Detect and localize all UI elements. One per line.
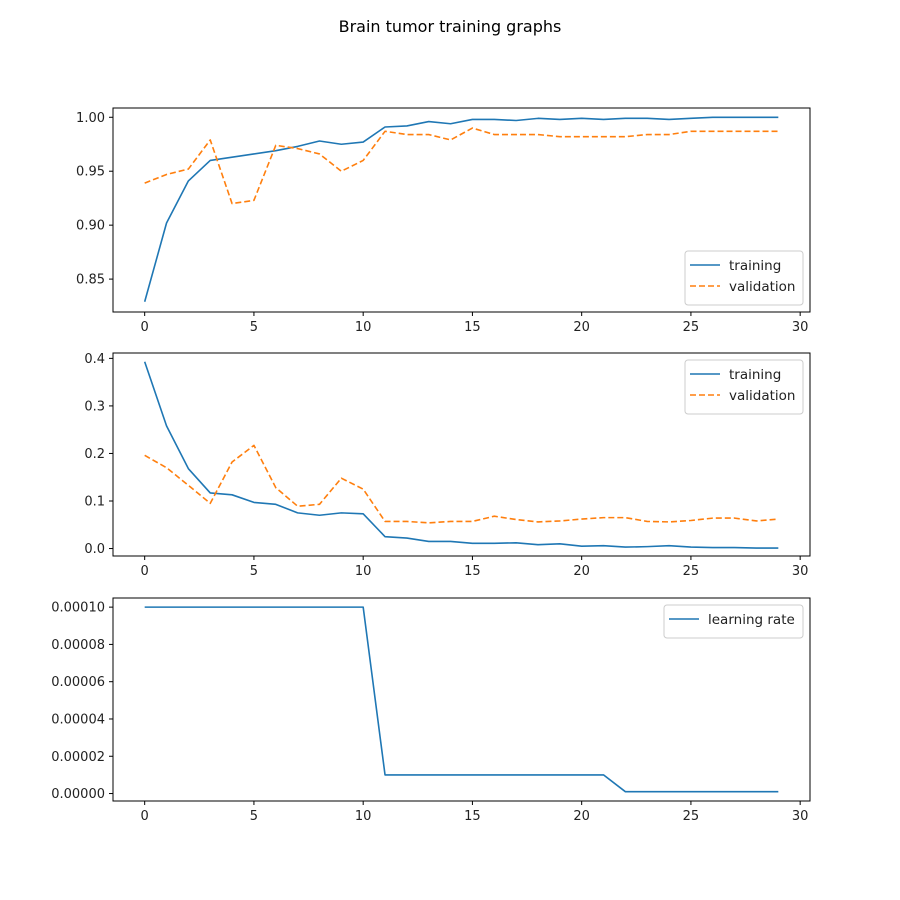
subplot-learning-rate: 0 5 10 15 20 25 30 0.00000 0.00002 0.00004 0.00006… — [51, 597, 811, 824]
y-tick-label: 0.90 — [76, 219, 105, 234]
x-tick-label: 30 — [792, 809, 809, 824]
y-tick-label: 0.3 — [84, 399, 105, 414]
x-tick-label: 25 — [683, 809, 700, 824]
y-tick-label: 0.00004 — [51, 712, 105, 727]
series-line-validation — [144, 444, 779, 524]
x-tick-label: 0 — [141, 809, 149, 824]
x-tick-label: 20 — [573, 320, 590, 335]
y-tick-label: 0.00006 — [51, 675, 105, 690]
y-tick-label: 0.00010 — [51, 601, 105, 616]
series-line-training — [143, 361, 779, 549]
y-tick-label: 0.2 — [84, 447, 105, 462]
x-tick-label: 5 — [250, 320, 258, 335]
legend-label: validation — [729, 388, 795, 404]
y-tick-label: 0.4 — [84, 352, 105, 367]
y-tick-label: 0.85 — [76, 273, 105, 288]
legend: learning rate — [663, 604, 804, 639]
axes-frame — [112, 107, 811, 313]
x-tick-label: 15 — [464, 320, 481, 335]
x-tick-label: 5 — [250, 564, 258, 579]
y-tick-label: 0.1 — [84, 494, 105, 509]
subplot-accuracy: 0 5 10 15 20 25 30 0.85 0.90 0.95 1.00 training vali… — [76, 107, 811, 335]
axes-frame — [112, 597, 811, 802]
y-tick-label: 0.0 — [84, 542, 105, 557]
x-tick-label: 5 — [250, 809, 258, 824]
series-line-training — [143, 116, 779, 302]
legend-label: learning rate — [708, 612, 795, 628]
y-tick-label: 0.00000 — [51, 787, 105, 802]
x-tick-label: 30 — [792, 320, 809, 335]
legend-box — [663, 604, 804, 639]
legend: training validation — [684, 250, 804, 306]
legend: training validation — [684, 359, 804, 415]
legend-label: training — [729, 367, 781, 383]
series-line-learning-rate — [144, 606, 779, 793]
axes-frame — [112, 352, 811, 557]
x-tick-label: 15 — [464, 809, 481, 824]
x-tick-label: 20 — [573, 564, 590, 579]
x-tick-label: 30 — [792, 564, 809, 579]
legend-label: validation — [729, 279, 795, 295]
legend-label: training — [729, 258, 781, 274]
x-tick-label: 20 — [573, 809, 590, 824]
x-tick-label: 15 — [464, 564, 481, 579]
y-tick-label: 0.00002 — [51, 750, 105, 765]
x-tick-label: 0 — [141, 564, 149, 579]
x-tick-label: 25 — [683, 564, 700, 579]
x-tick-label: 0 — [141, 320, 149, 335]
x-tick-label: 10 — [355, 320, 372, 335]
y-tick-label: 1.00 — [76, 111, 105, 126]
y-tick-label: 0.00008 — [51, 638, 105, 653]
subplot-loss: 0 5 10 15 20 25 30 0.0 0.1 0.2 0.3 0.4 training valid… — [84, 352, 811, 579]
x-tick-label: 10 — [355, 564, 372, 579]
series-line-validation — [144, 127, 779, 205]
figure-title: Brain tumor training graphs — [339, 17, 562, 36]
x-tick-label: 10 — [355, 809, 372, 824]
y-tick-label: 0.95 — [76, 165, 105, 180]
x-tick-label: 25 — [683, 320, 700, 335]
